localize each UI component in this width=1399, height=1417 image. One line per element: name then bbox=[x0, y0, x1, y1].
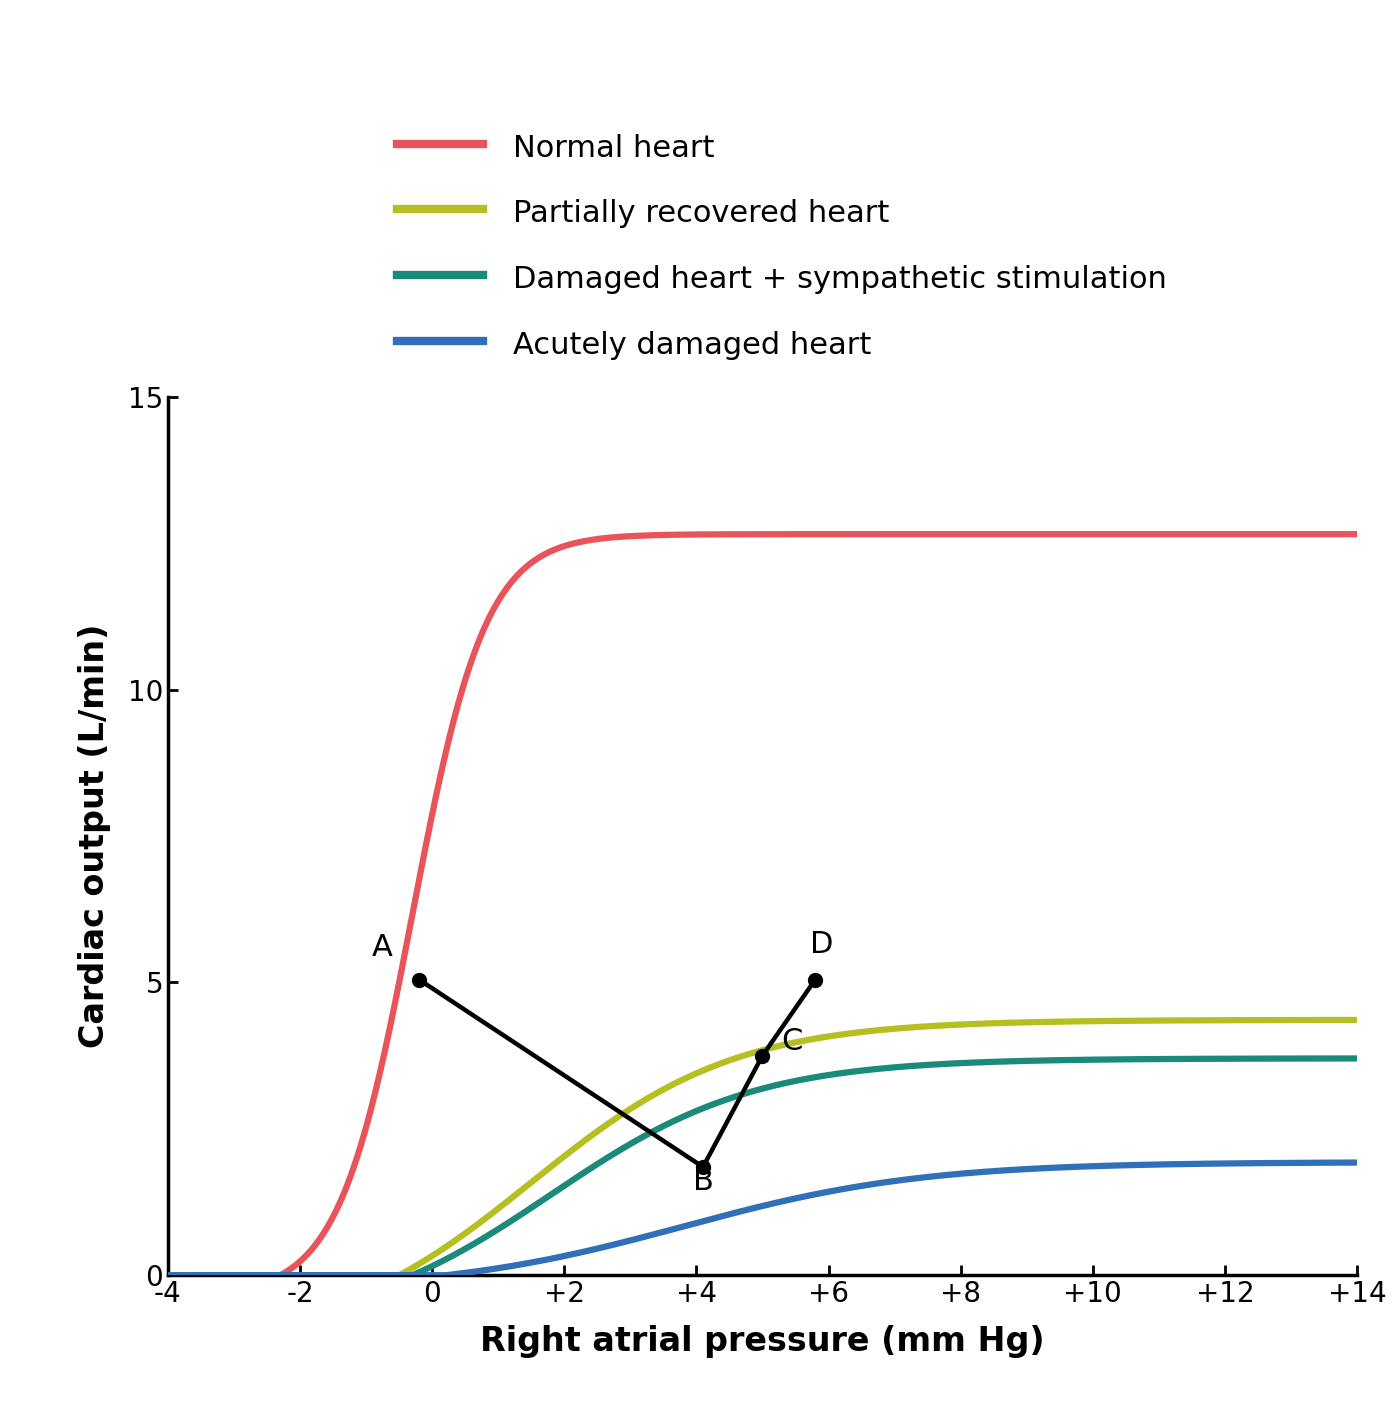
Text: D: D bbox=[810, 930, 834, 959]
Text: C: C bbox=[782, 1027, 803, 1056]
Point bbox=[804, 968, 827, 990]
Y-axis label: Cardiac output (L/min): Cardiac output (L/min) bbox=[78, 623, 111, 1049]
Text: A: A bbox=[372, 932, 393, 962]
Point bbox=[407, 968, 429, 990]
Legend: Normal heart, Partially recovered heart, Damaged heart + sympathetic stimulation: Normal heart, Partially recovered heart,… bbox=[397, 130, 1167, 360]
Text: B: B bbox=[693, 1168, 713, 1196]
X-axis label: Right atrial pressure (mm Hg): Right atrial pressure (mm Hg) bbox=[480, 1325, 1045, 1357]
Point bbox=[751, 1044, 774, 1067]
Point bbox=[693, 1156, 715, 1179]
